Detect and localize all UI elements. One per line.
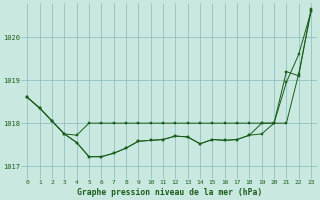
X-axis label: Graphe pression niveau de la mer (hPa): Graphe pression niveau de la mer (hPa) bbox=[76, 188, 262, 197]
